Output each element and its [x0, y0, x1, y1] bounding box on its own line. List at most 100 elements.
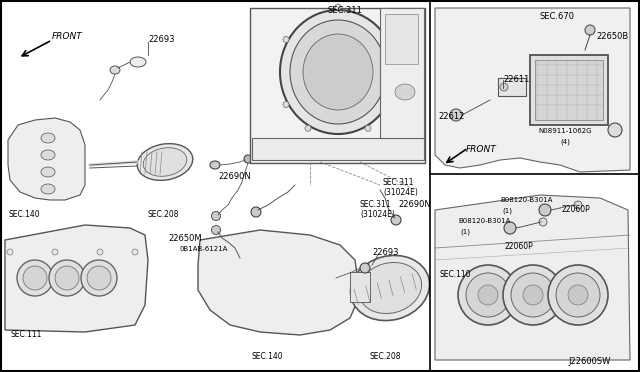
Text: 22060P: 22060P: [505, 242, 534, 251]
Circle shape: [504, 222, 516, 234]
Bar: [498, 78, 526, 96]
Circle shape: [52, 249, 58, 255]
Ellipse shape: [351, 256, 429, 321]
Circle shape: [87, 266, 111, 290]
Text: 22650M: 22650M: [168, 234, 202, 243]
Circle shape: [81, 260, 117, 296]
Text: SEC.311: SEC.311: [328, 6, 363, 15]
Text: FRONT: FRONT: [466, 145, 497, 154]
Circle shape: [574, 201, 582, 209]
Text: (1): (1): [460, 228, 470, 234]
Circle shape: [211, 225, 221, 234]
Bar: [250, 8, 425, 163]
Circle shape: [360, 263, 370, 273]
Text: B08120-B301A: B08120-B301A: [500, 197, 552, 203]
Bar: [350, 272, 370, 302]
Circle shape: [244, 155, 252, 163]
Circle shape: [523, 285, 543, 305]
Ellipse shape: [290, 20, 386, 124]
Circle shape: [585, 25, 595, 35]
Polygon shape: [5, 225, 148, 332]
Text: SEC.140: SEC.140: [252, 352, 284, 361]
Text: 22690N: 22690N: [398, 200, 431, 209]
Circle shape: [211, 212, 221, 221]
Text: 22060P: 22060P: [562, 205, 591, 214]
Circle shape: [365, 125, 371, 131]
Circle shape: [387, 36, 393, 42]
Circle shape: [458, 265, 518, 325]
Circle shape: [556, 273, 600, 317]
Text: 22650B: 22650B: [596, 32, 628, 41]
Text: SEC.311: SEC.311: [383, 178, 415, 187]
Ellipse shape: [110, 66, 120, 74]
Text: B08120-B301A: B08120-B301A: [458, 218, 510, 224]
Polygon shape: [435, 8, 630, 172]
Circle shape: [466, 273, 510, 317]
Circle shape: [500, 83, 508, 91]
Ellipse shape: [41, 167, 55, 177]
Circle shape: [387, 102, 393, 108]
Circle shape: [548, 265, 608, 325]
Polygon shape: [435, 195, 630, 360]
Circle shape: [49, 260, 85, 296]
Circle shape: [251, 207, 261, 217]
Ellipse shape: [41, 184, 55, 194]
Circle shape: [608, 123, 622, 137]
Circle shape: [391, 215, 401, 225]
Circle shape: [305, 125, 311, 131]
Circle shape: [450, 109, 462, 121]
Text: SEC.311: SEC.311: [360, 200, 392, 209]
Ellipse shape: [41, 133, 55, 143]
Text: SEC.111: SEC.111: [10, 330, 42, 339]
Ellipse shape: [41, 150, 55, 160]
Ellipse shape: [143, 148, 187, 176]
Circle shape: [503, 265, 563, 325]
Text: (31024E): (31024E): [383, 188, 418, 197]
Text: SEC.670: SEC.670: [540, 12, 575, 21]
Circle shape: [7, 249, 13, 255]
Text: SEC.110: SEC.110: [440, 270, 472, 279]
Text: N08911-1062G: N08911-1062G: [538, 128, 591, 134]
Circle shape: [132, 249, 138, 255]
Text: (4): (4): [560, 138, 570, 144]
Text: SEC.208: SEC.208: [370, 352, 401, 361]
Circle shape: [478, 285, 498, 305]
Text: 22693: 22693: [148, 35, 175, 44]
Ellipse shape: [137, 144, 193, 180]
Circle shape: [283, 36, 289, 42]
Polygon shape: [8, 118, 85, 200]
Circle shape: [335, 4, 341, 10]
Ellipse shape: [395, 84, 415, 100]
Circle shape: [511, 273, 555, 317]
Bar: [530, 55, 608, 125]
Bar: [252, 138, 424, 160]
Circle shape: [568, 285, 588, 305]
Circle shape: [23, 266, 47, 290]
Text: 22693: 22693: [372, 248, 399, 257]
Circle shape: [539, 204, 551, 216]
Ellipse shape: [280, 10, 396, 134]
Ellipse shape: [303, 34, 373, 110]
Text: J22600SW: J22600SW: [568, 357, 611, 366]
Text: 22612: 22612: [438, 112, 465, 121]
Bar: [380, 8, 424, 138]
Ellipse shape: [210, 161, 220, 169]
Circle shape: [55, 266, 79, 290]
Text: SEC.140: SEC.140: [8, 210, 40, 219]
Ellipse shape: [358, 263, 422, 314]
Bar: [385, 14, 418, 64]
Ellipse shape: [130, 57, 146, 67]
Text: SEC.208: SEC.208: [148, 210, 179, 219]
Text: 22611: 22611: [503, 75, 529, 84]
Text: (31024E): (31024E): [360, 210, 395, 219]
Text: 0B1AB-6121A: 0B1AB-6121A: [180, 246, 228, 252]
Circle shape: [97, 249, 103, 255]
Text: 22690N: 22690N: [218, 172, 251, 181]
Circle shape: [283, 102, 289, 108]
Text: FRONT: FRONT: [52, 32, 83, 41]
Bar: [535, 60, 603, 120]
Circle shape: [539, 218, 547, 226]
Text: (1): (1): [502, 207, 512, 214]
Polygon shape: [198, 230, 360, 335]
Circle shape: [17, 260, 53, 296]
